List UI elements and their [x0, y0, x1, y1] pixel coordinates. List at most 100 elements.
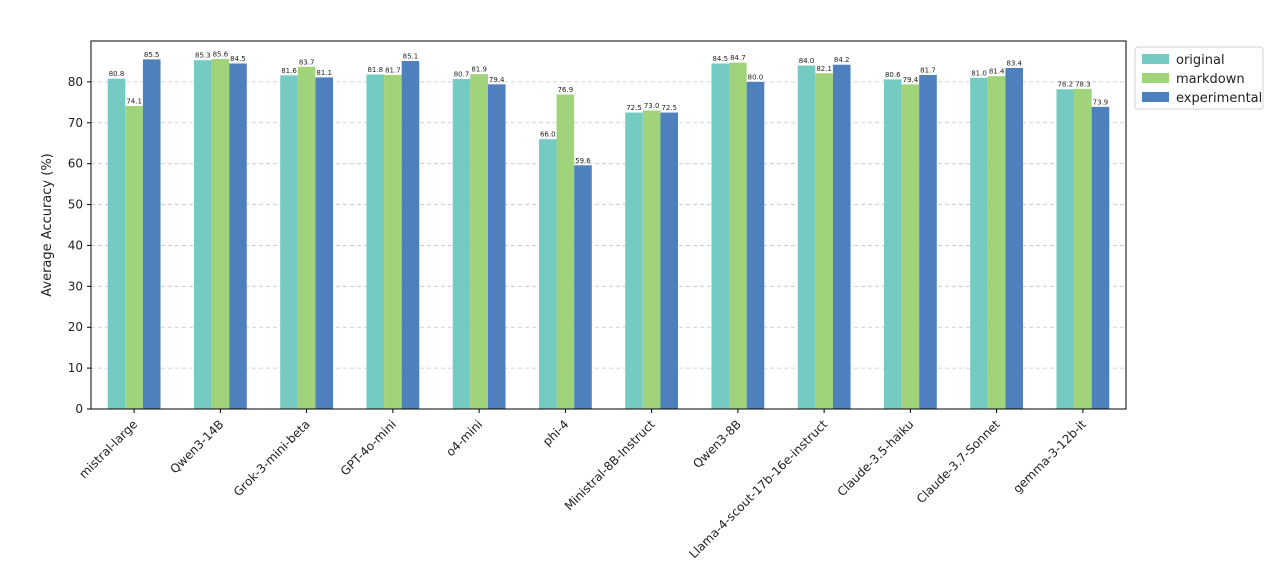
- data-label-gpt-4o-mini-original: 81.8: [367, 66, 383, 74]
- bar-claude-3-5-haiku-markdown: [901, 84, 920, 409]
- x-tick-label-mistral-large: mistral-large: [76, 417, 140, 481]
- data-label-phi-4-experimental: 59.6: [575, 157, 591, 165]
- x-tick-label-grok-3-mini-beta: Grok-3-mini-beta: [231, 417, 313, 499]
- bar-gemma-3-12b-it-markdown: [1074, 88, 1092, 409]
- data-label-gemma-3-12b-it-experimental: 73.9: [1093, 98, 1109, 106]
- data-label-qwen3-8b-original: 84.5: [712, 55, 728, 63]
- data-label-gpt-4o-mini-markdown: 81.7: [385, 66, 401, 74]
- data-label-qwen3-14b-original: 85.3: [195, 52, 211, 60]
- bar-phi-4-experimental: [574, 165, 592, 409]
- bar-claude-3-5-haiku-experimental: [919, 74, 937, 409]
- data-label-grok-3-mini-beta-experimental: 81.1: [316, 69, 332, 77]
- data-label-o4-mini-experimental: 79.4: [489, 76, 505, 84]
- bar-phi-4-markdown: [556, 94, 575, 409]
- bar-o4-mini-original: [452, 79, 471, 409]
- bar-llama-4-scout-17b-16e-instruct-original: [797, 65, 816, 410]
- legend-swatch-markdown: [1142, 73, 1169, 83]
- data-label-llama-4-scout-17b-16e-instruct-original: 84.0: [799, 57, 815, 65]
- bar-mistral-large-original: [107, 78, 126, 410]
- bar-claude-3-5-haiku-original: [883, 79, 902, 410]
- bar-claude-3-7-sonnet-original: [970, 77, 988, 410]
- x-tick-label-phi-4: phi-4: [540, 417, 571, 448]
- data-label-gemma-3-12b-it-markdown: 78.3: [1075, 80, 1091, 88]
- y-tick-label-80: 80: [68, 75, 83, 89]
- data-label-claude-3-5-haiku-original: 80.6: [885, 71, 901, 79]
- y-tick-label-10: 10: [68, 361, 83, 375]
- data-label-grok-3-mini-beta-original: 81.6: [281, 67, 297, 75]
- bar-gpt-4o-mini-experimental: [401, 61, 420, 410]
- data-label-claude-3-7-sonnet-markdown: 81.4: [989, 68, 1005, 76]
- data-label-qwen3-14b-markdown: 85.6: [213, 50, 229, 58]
- bar-qwen3-14b-original: [193, 60, 212, 410]
- bar-o4-mini-experimental: [487, 84, 506, 409]
- bar-qwen3-8b-experimental: [746, 81, 765, 409]
- data-labels: 80.874.185.5 85.3 85.684.581.683.781.1 81.8…: [109, 50, 1109, 164]
- data-label-o4-mini-original: 80.7: [454, 71, 470, 79]
- x-tick-label-llama-4-scout-17b-16e-instruct: Llama-4-scout-17b-16e-instruct: [686, 417, 830, 561]
- bar-phi-4-original: [538, 139, 557, 409]
- data-label-mistral-large-original: 80.8: [109, 70, 125, 78]
- x-tick-label-claude-3-5-haiku: Claude-3.5-haiku: [835, 417, 917, 499]
- bar-llama-4-scout-17b-16e-instruct-experimental: [832, 64, 851, 410]
- y-tick-label-20: 20: [68, 320, 83, 334]
- bar-ministral-8b-instruct-original: [625, 112, 643, 410]
- bar-qwen3-8b-markdown: [729, 62, 747, 409]
- y-tick-label-40: 40: [68, 238, 83, 252]
- x-tick-label-gemma-3-12b-it: gemma-3-12b-it: [1010, 417, 1089, 496]
- data-label-gpt-4o-mini-experimental: 85.1: [403, 53, 419, 61]
- y-tick-label-50: 50: [68, 198, 83, 212]
- bar-mistral-large-experimental: [142, 59, 161, 410]
- bar-o4-mini-markdown: [470, 74, 488, 410]
- x-tick-label-claude-3-7-sonnet: Claude-3.7-Sonnet: [914, 417, 1003, 506]
- x-axis: mistral-large Qwen3-14B Grok-3-mini-beta GP…: [76, 409, 1089, 561]
- bar-gpt-4o-mini-markdown: [384, 74, 402, 409]
- legend-swatch-original: [1142, 54, 1169, 64]
- data-label-claude-3-7-sonnet-experimental: 83.4: [1006, 59, 1022, 67]
- y-tick-label-60: 60: [68, 157, 83, 171]
- bar-gpt-4o-mini-original: [366, 74, 385, 409]
- bar-claude-3-7-sonnet-markdown: [987, 76, 1006, 410]
- data-label-ministral-8b-instruct-original: 72.5: [626, 104, 642, 112]
- bar-mistral-large-markdown: [125, 106, 143, 409]
- bar-gemma-3-12b-it-original: [1056, 89, 1075, 409]
- y-tick-label-0: 0: [75, 402, 83, 416]
- bar-claude-3-7-sonnet-experimental: [1005, 67, 1024, 409]
- legend-label-markdown: markdown: [1176, 72, 1245, 87]
- data-label-llama-4-scout-17b-16e-instruct-markdown: 82.1: [816, 65, 832, 73]
- x-tick-label-qwen3-14b: Qwen3-14B: [167, 417, 226, 476]
- data-label-ministral-8b-instruct-markdown: 73.0: [644, 102, 660, 110]
- data-label-qwen3-8b-markdown: 84.7: [730, 54, 746, 62]
- x-tick-label-gpt-4o-mini: GPT-4o-mini: [338, 417, 399, 478]
- data-label-gemma-3-12b-it-original: 78.2: [1057, 81, 1073, 89]
- y-axis-title: Average Accuracy (%): [40, 153, 55, 297]
- legend-swatch-experimental: [1142, 92, 1169, 102]
- data-label-ministral-8b-instruct-experimental: 72.5: [661, 104, 677, 112]
- data-label-grok-3-mini-beta-markdown: 83.7: [299, 58, 315, 66]
- x-tick-label-qwen3-8b: Qwen3-8B: [690, 417, 744, 471]
- bar-qwen3-8b-original: [711, 63, 730, 409]
- legend: original markdown experimental: [1134, 46, 1264, 110]
- data-label-mistral-large-experimental: 85.5: [144, 51, 160, 59]
- bar-llama-4-scout-17b-16e-instruct-markdown: [815, 73, 833, 410]
- x-tick-label-ministral-8b-instruct: Ministral-8B-Instruct: [562, 417, 658, 513]
- bar-grok-3-mini-beta-original: [280, 75, 298, 409]
- data-label-claude-3-5-haiku-markdown: 79.4: [903, 76, 919, 84]
- bar-ministral-8b-instruct-markdown: [642, 110, 661, 409]
- bar-ministral-8b-instruct-experimental: [660, 112, 679, 410]
- data-label-phi-4-markdown: 76.9: [558, 86, 574, 94]
- bar-qwen3-14b-experimental: [229, 63, 247, 409]
- plot-frame: [90, 40, 1127, 410]
- data-label-qwen3-14b-experimental: 84.5: [230, 55, 246, 63]
- data-label-mistral-large-markdown: 74.1: [126, 98, 142, 106]
- bar-gemma-3-12b-it-experimental: [1091, 106, 1110, 409]
- y-tick-label-30: 30: [68, 279, 83, 293]
- data-label-phi-4-original: 66.0: [540, 131, 556, 139]
- x-tick-label-o4-mini: o4-mini: [443, 417, 485, 459]
- gridlines: [91, 81, 1126, 369]
- data-label-o4-mini-markdown: 81.9: [471, 66, 487, 74]
- y-tick-label-70: 70: [68, 116, 83, 130]
- bar-grok-3-mini-beta-markdown: [297, 66, 316, 409]
- bar-qwen3-14b-markdown: [211, 58, 230, 409]
- data-label-qwen3-8b-experimental: 80.0: [748, 73, 764, 81]
